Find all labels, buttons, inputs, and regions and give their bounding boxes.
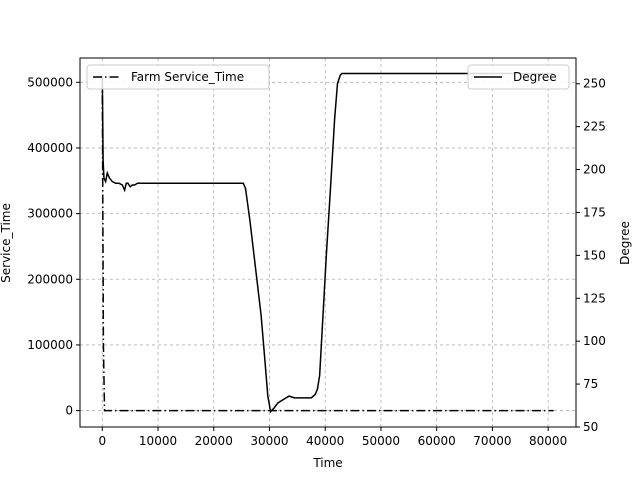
y-right-tick-label: 175 xyxy=(583,205,606,219)
axis-ticks: 0 10000 20000 30000 40000 50000 60000 70000 8000… xyxy=(27,75,606,448)
legend-degree: Degree xyxy=(467,64,570,90)
y-left-tick-label: 0 xyxy=(65,404,73,418)
legend-label-farm-service-time: Farm Service_Time xyxy=(131,70,244,84)
series-line-degree xyxy=(101,72,554,414)
x-tick-label: 20000 xyxy=(195,434,233,448)
y-right-tick-label: 150 xyxy=(583,248,606,262)
x-tick-label: 70000 xyxy=(473,434,511,448)
y-right-tick-label: 75 xyxy=(583,377,598,391)
plot-frame xyxy=(79,57,577,428)
x-tick-label: 10000 xyxy=(139,434,177,448)
y-right-tick-label: 200 xyxy=(583,163,606,177)
y-left-tick-label: 300000 xyxy=(27,207,73,221)
y-left-tick-label: 400000 xyxy=(27,141,73,155)
y-left-tick-label: 200000 xyxy=(27,272,73,286)
x-axis-label: Time xyxy=(312,456,342,470)
x-tick-label: 40000 xyxy=(306,434,344,448)
grid-lines xyxy=(80,58,576,427)
y-right-tick-label: 50 xyxy=(583,420,598,434)
y-right-tick-label: 125 xyxy=(583,291,606,305)
legend-farm-service-time: Farm Service_Time xyxy=(86,64,270,90)
y-right-tick-label: 225 xyxy=(583,120,606,134)
x-tick-label: 30000 xyxy=(250,434,288,448)
x-tick-label: 50000 xyxy=(362,434,400,448)
y-right-tick-label: 250 xyxy=(583,77,606,91)
y-axis-left-label: Service_Time xyxy=(0,203,13,283)
legend-label-degree: Degree xyxy=(513,70,557,84)
y-left-tick-label: 100000 xyxy=(27,338,73,352)
x-tick-label: 60000 xyxy=(418,434,456,448)
y-axis-right-label: Degree xyxy=(618,221,632,265)
x-tick-label: 80000 xyxy=(529,434,567,448)
x-tick-label: 0 xyxy=(98,434,106,448)
series-line-farm-service-time xyxy=(101,79,554,412)
y-right-tick-label: 100 xyxy=(583,334,606,348)
series-layer xyxy=(101,72,554,414)
y-left-tick-label: 500000 xyxy=(27,75,73,89)
